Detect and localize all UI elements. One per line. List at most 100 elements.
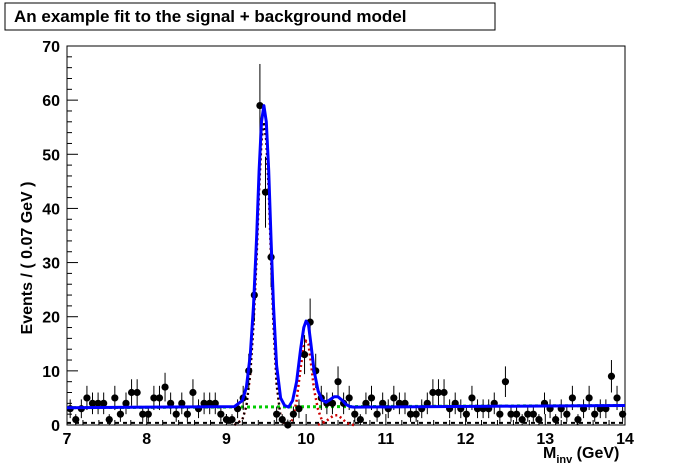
data-point	[373, 406, 381, 422]
data-marker	[613, 394, 621, 402]
data-point	[462, 406, 470, 422]
data-point	[501, 366, 510, 397]
data-marker	[501, 378, 510, 386]
data-marker	[111, 394, 119, 402]
chart-title: An example fit to the signal + backgroun…	[14, 7, 406, 26]
data-marker	[88, 399, 97, 407]
y-tick-label: 40	[42, 201, 60, 218]
data-marker	[183, 410, 191, 418]
data-marker	[72, 415, 80, 424]
data-marker	[261, 188, 270, 196]
data-point	[591, 406, 599, 422]
data-marker	[345, 394, 353, 402]
data-marker	[178, 399, 186, 407]
data-marker	[228, 415, 236, 424]
data-marker	[390, 394, 398, 402]
data-point	[512, 406, 521, 422]
x-tick-label: 9	[222, 431, 231, 448]
data-point	[579, 399, 588, 419]
data-marker	[591, 410, 599, 418]
data-point	[133, 379, 141, 406]
y-axis: 0 10 20 30 40 50 60 70	[42, 39, 78, 435]
data-marker	[150, 394, 158, 402]
data-marker	[127, 388, 136, 397]
data-marker	[524, 410, 532, 418]
data-point	[127, 379, 136, 406]
signal-3-curve	[317, 414, 355, 427]
data-point	[228, 414, 236, 425]
data-marker	[401, 399, 409, 407]
data-marker	[172, 410, 180, 418]
data-marker	[100, 399, 108, 407]
data-marker	[429, 388, 437, 397]
data-point	[496, 406, 504, 422]
data-marker	[367, 394, 376, 402]
data-point	[83, 385, 91, 411]
x-tick-label: 14	[616, 431, 634, 448]
data-marker	[379, 399, 387, 407]
data-point	[289, 406, 297, 422]
data-point	[273, 406, 281, 422]
data-point	[490, 392, 498, 415]
data-marker	[295, 405, 303, 413]
total-fit-curve	[66, 104, 626, 410]
total-fit-layer	[66, 104, 626, 410]
y-tick-label: 0	[51, 418, 60, 435]
data-point	[379, 392, 387, 415]
data-point	[351, 406, 359, 422]
data-marker	[167, 399, 175, 407]
data-marker	[273, 410, 281, 418]
data-marker	[619, 410, 627, 418]
data-point	[362, 392, 370, 415]
data-marker	[300, 351, 309, 359]
data-point	[161, 372, 169, 402]
data-point	[295, 399, 303, 419]
y-tick-label: 60	[42, 93, 60, 110]
data-marker	[334, 378, 342, 386]
data-marker	[133, 388, 141, 397]
data-marker	[518, 415, 526, 424]
data-point	[222, 414, 231, 425]
data-marker	[161, 383, 169, 391]
data-points-layer	[66, 63, 627, 429]
y-tick-label: 20	[42, 310, 60, 327]
x-tick-label: 13	[536, 431, 554, 448]
data-marker	[206, 399, 214, 407]
data-marker	[94, 399, 102, 407]
data-marker	[607, 372, 616, 380]
data-marker	[139, 410, 147, 418]
data-marker	[468, 394, 476, 402]
data-point	[105, 414, 113, 425]
data-marker	[284, 421, 292, 429]
data-marker	[256, 101, 264, 110]
data-point	[395, 392, 404, 415]
data-marker	[155, 394, 164, 402]
data-point	[139, 406, 147, 422]
data-marker	[507, 410, 515, 418]
data-marker	[217, 410, 225, 418]
data-point	[206, 392, 214, 415]
signal-1-overlay-curve	[233, 121, 291, 426]
data-marker	[278, 415, 286, 424]
data-point	[563, 406, 571, 422]
data-point	[529, 406, 537, 422]
data-marker	[574, 415, 582, 424]
data-marker	[289, 410, 297, 418]
data-point	[451, 392, 459, 415]
plot-frame	[66, 45, 626, 426]
x-axis: 7 8 9 10 11 12 13 14	[63, 414, 634, 448]
data-marker	[122, 399, 130, 407]
data-point	[524, 406, 532, 422]
x-tick-label: 11	[377, 431, 394, 448]
data-point	[440, 379, 448, 406]
data-point	[116, 406, 125, 422]
data-point	[406, 406, 415, 422]
y-tick-label: 50	[42, 147, 60, 164]
data-marker	[496, 410, 504, 418]
data-marker	[144, 410, 152, 418]
data-marker	[356, 415, 364, 424]
x-axis-label-main: M	[543, 445, 556, 462]
data-point	[434, 379, 443, 406]
data-marker	[552, 415, 560, 424]
